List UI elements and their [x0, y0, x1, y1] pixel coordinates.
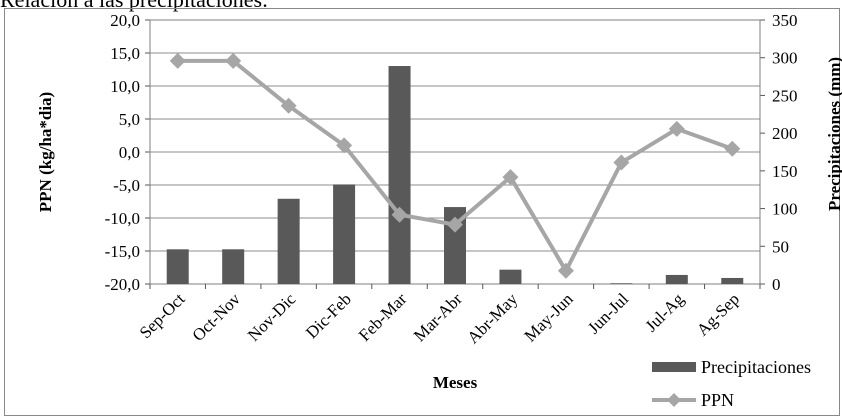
x-tick-label: May-Jun — [521, 289, 578, 346]
ppn-marker — [447, 216, 463, 233]
ppn-marker — [169, 52, 186, 69]
x-tick-label: Dic-Feb — [302, 289, 355, 342]
x-tick-label: Abr-May — [463, 289, 521, 347]
bar-ag-sep — [721, 277, 744, 284]
bar-jul-ag — [665, 274, 688, 284]
bar-oct-nov — [222, 249, 245, 284]
bar-feb-mar — [388, 66, 411, 284]
bar-jun-jul — [610, 283, 633, 284]
bar-nov-dic — [277, 198, 300, 284]
figure-caption: Relación a las precipitaciones: — [0, 0, 268, 13]
ppn-marker — [336, 137, 353, 154]
legend-label-precipitaciones: Precipitaciones — [701, 357, 811, 377]
legend-label-ppn: PPN — [701, 390, 734, 410]
y-tick-label: 10,0 — [110, 77, 140, 96]
y-tick-label: 15,0 — [110, 44, 140, 63]
x-tick-label: Nov-Dic — [244, 289, 300, 345]
y-tick-label: -20,0 — [105, 275, 140, 294]
y2-tick-label: 150 — [772, 162, 798, 181]
bar-dic-feb — [333, 184, 356, 284]
x-tick-label: Ag-Sep — [693, 289, 743, 339]
legend-swatch-precipitaciones — [652, 362, 696, 372]
x-tick-label: Oct-Nov — [189, 289, 245, 345]
ppn-marker — [724, 140, 741, 157]
y-axis-title: PPN (kg/ha*dia) — [36, 92, 55, 212]
y2-axis-title: Precipitaciones (mm) — [825, 57, 842, 211]
y-tick-label: 0,0 — [119, 143, 140, 162]
y-tick-label: -10,0 — [105, 209, 140, 228]
x-tick-label: Jun-Jul — [584, 289, 632, 337]
y2-tick-label: 300 — [772, 49, 798, 68]
y-tick-label: -5,0 — [113, 176, 140, 195]
chart-frame — [4, 8, 840, 416]
x-tick-label: Jul-Ag — [641, 289, 688, 336]
ppn-marker — [613, 154, 630, 171]
ppn-marker — [557, 262, 574, 279]
y2-tick-label: 0 — [772, 275, 781, 294]
y-tick-label: -15,0 — [105, 242, 140, 261]
y-tick-label: 20,0 — [110, 11, 140, 30]
ppn-marker — [280, 97, 297, 114]
x-axis-title: Meses — [433, 373, 478, 392]
ppn-marker — [502, 169, 519, 186]
x-tick-label: Sep-Oct — [136, 289, 189, 342]
legend-marker-ppn — [667, 393, 681, 407]
ppn-marker — [668, 120, 685, 137]
x-tick-label: Feb-Mar — [355, 289, 411, 345]
bar-sep-oct — [166, 249, 189, 284]
y2-tick-label: 50 — [772, 237, 789, 256]
bar-abr-may — [499, 269, 522, 284]
y2-tick-label: 200 — [772, 124, 798, 143]
y-tick-label: 5,0 — [119, 110, 140, 129]
ppn-marker — [391, 206, 408, 223]
ppn-marker — [225, 52, 242, 69]
x-tick-label: Mar-Abr — [410, 289, 466, 345]
y2-tick-label: 250 — [772, 86, 798, 105]
y2-tick-label: 100 — [772, 200, 798, 219]
y2-tick-label: 350 — [772, 11, 798, 30]
